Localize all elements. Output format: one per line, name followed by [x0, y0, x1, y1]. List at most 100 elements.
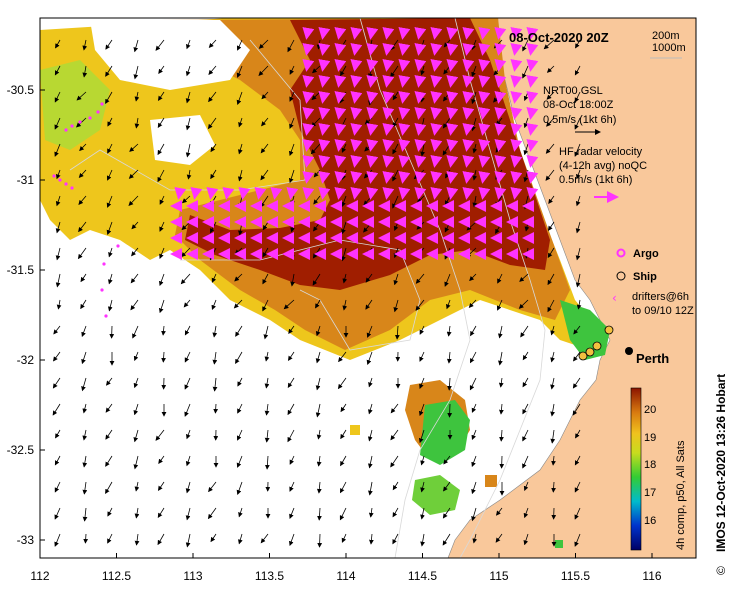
radar-arrow [366, 123, 379, 136]
colorbar-tick-18: 18 [644, 459, 656, 471]
wind-arrow [471, 429, 477, 441]
wind-arrow [574, 117, 581, 130]
wind-arrow [390, 403, 399, 414]
radar-arrow [334, 59, 347, 72]
radar-arrow [414, 75, 427, 88]
wind-arrow [133, 403, 139, 416]
wind-arrow [522, 429, 529, 442]
wind-arrow [158, 455, 165, 464]
radar-arrow [414, 59, 427, 72]
wind-arrow [520, 325, 529, 338]
wind-arrow [238, 143, 243, 155]
radar-arrows [170, 27, 539, 260]
wind-arrow [129, 143, 139, 152]
radar-arrow [430, 123, 443, 136]
wind-arrow [369, 533, 374, 545]
radar-arrow [494, 171, 507, 184]
wind-arrow [105, 481, 113, 494]
wind-arrow [182, 195, 191, 204]
wind-arrow [157, 481, 165, 491]
wind-arrow [418, 429, 425, 444]
wind-arrow [55, 195, 61, 207]
wind-arrow [264, 377, 270, 389]
wind-arrow [211, 299, 217, 311]
radar-arrow [494, 27, 507, 40]
drifter-label-1: drifters@6h [632, 291, 689, 303]
wind-arrow [419, 403, 425, 417]
wind-arrow [545, 143, 555, 154]
radar-arrow [526, 139, 539, 152]
wind-arrow [107, 117, 113, 127]
radar-arrow [398, 43, 411, 56]
radar-arrow [270, 187, 283, 200]
wind-arrow [420, 455, 425, 466]
wind-arrow [573, 351, 581, 362]
radar-arrow [382, 139, 395, 152]
radar-arrow [318, 171, 331, 184]
wind-arrow [83, 533, 89, 544]
sst-dot-1 [350, 425, 360, 435]
radar-arrow [398, 59, 411, 72]
radar-arrow [446, 107, 459, 120]
radar-arrow [526, 75, 539, 88]
wind-arrow [107, 533, 113, 544]
radar-arrow [254, 187, 267, 200]
wind-arrow [312, 273, 321, 286]
wind-arrow [522, 377, 529, 388]
wind-arrow [393, 273, 399, 286]
wind-arrow [260, 143, 269, 154]
wind-arrow [208, 39, 217, 48]
radar-arrow [494, 75, 507, 88]
wind-arrow [471, 455, 477, 468]
radar-arrow [430, 107, 443, 120]
drifter-point [96, 110, 100, 114]
wind-arrow [210, 143, 217, 153]
radar-arrow [382, 43, 395, 56]
radar-arrow [350, 187, 363, 200]
wind-arrow [80, 299, 87, 310]
wind-arrow [184, 351, 191, 363]
wind-arrow [186, 429, 191, 440]
radar-arrow [350, 59, 363, 72]
wind-arrow [264, 403, 270, 416]
wind-arrow [365, 273, 373, 283]
wind-arrow [574, 533, 581, 547]
radar-arrow [414, 91, 427, 104]
ship-marker [604, 325, 614, 335]
wind-arrow [547, 299, 555, 313]
wind-arrow [420, 507, 425, 520]
x-tick-label: 113.5 [255, 569, 284, 583]
radar-arrow [302, 59, 315, 72]
radar-arrow [446, 139, 459, 152]
wind-arrow [390, 65, 399, 78]
wind-arrow [519, 273, 529, 282]
wind-arrow [106, 377, 113, 386]
wind-arrow [107, 143, 113, 154]
wind-arrow [315, 351, 321, 364]
wind-arrow [262, 273, 269, 285]
wind-arrow [288, 169, 295, 184]
radar-arrow [350, 43, 363, 56]
x-tick-label: 112.5 [102, 569, 131, 583]
radar-arrow [318, 59, 331, 72]
radar-arrow [446, 91, 459, 104]
depth-label-1000m: 1000m [652, 42, 686, 54]
colorbar-tick-19: 19 [644, 432, 656, 444]
radar-arrow [366, 107, 379, 120]
wind-arrow [52, 403, 61, 416]
wind-arrow [78, 169, 87, 178]
radar-arrow [494, 107, 507, 120]
wind-arrow [415, 273, 425, 284]
radar-arrow [478, 43, 491, 56]
wind-arrow [340, 429, 347, 440]
wind-arrow [55, 429, 61, 439]
wind-arrow [236, 455, 243, 468]
wind-arrow [446, 351, 452, 364]
radar-arrow [334, 171, 347, 184]
wind-arrow [54, 143, 61, 157]
wind-arrow [367, 429, 373, 442]
radar-arrow [334, 187, 347, 200]
wind-arrow [132, 325, 139, 339]
colorbar-gradient [630, 387, 642, 551]
wind-arrow [365, 299, 373, 310]
